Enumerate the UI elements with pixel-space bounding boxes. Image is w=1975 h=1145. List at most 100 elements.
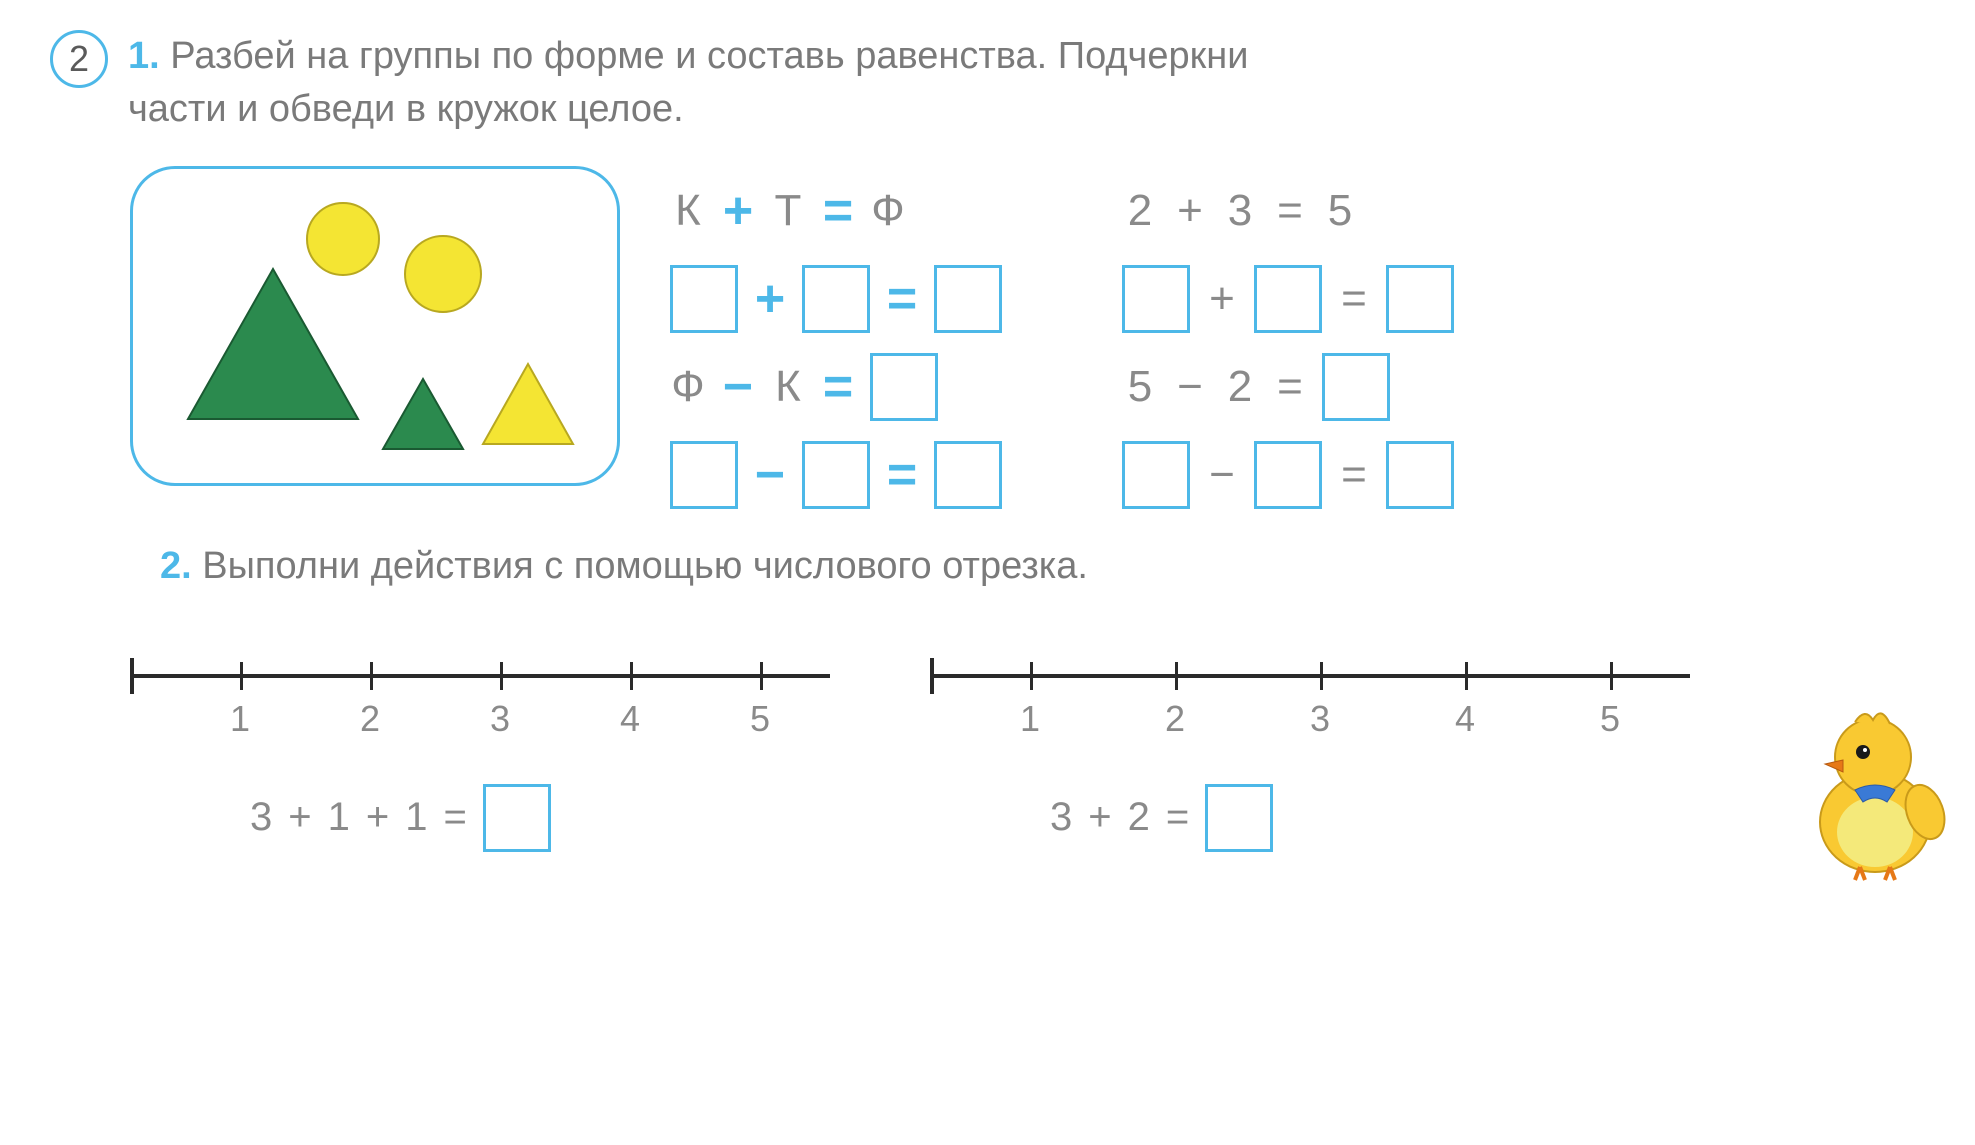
tick <box>240 662 243 690</box>
plus-sign: + <box>1204 274 1240 324</box>
tick <box>1610 662 1613 690</box>
expr-part: = <box>443 795 466 840</box>
numberline-2: 1 2 3 4 5 <box>930 654 1690 714</box>
expr-part: 1 <box>328 795 350 840</box>
task1-number: 1. <box>128 35 160 77</box>
task1-header: 2 1. Разбей на группы по форме и составь… <box>50 30 1925 136</box>
yellow-circle-2 <box>405 236 481 312</box>
tick <box>1175 662 1178 690</box>
numberline-axis <box>130 674 830 678</box>
equals-sign: = <box>1272 186 1308 236</box>
minus-icon: − <box>752 445 788 505</box>
chick-icon <box>1795 702 1955 882</box>
num-b3: 2 <box>1222 362 1258 412</box>
letter-eq-row2: + = <box>670 264 1002 334</box>
task2-instruction: 2. Выполни действия с помощью числового … <box>160 540 1925 593</box>
numberline-2-expression: 3 + 2 = <box>930 784 1273 852</box>
expr-part: = <box>1166 795 1189 840</box>
number-equations: 2 + 3 = 5 + = 5 − 2 = − <box>1122 176 1454 510</box>
num-b1: 3 <box>1222 186 1258 236</box>
blank-box[interactable] <box>483 784 551 852</box>
expr-part: 2 <box>1128 795 1150 840</box>
blank-box[interactable] <box>802 441 870 509</box>
plus-icon: + <box>752 269 788 329</box>
number-eq-row3: 5 − 2 = <box>1122 352 1454 422</box>
numberline-start-tick <box>130 658 134 694</box>
plus-icon: + <box>720 181 756 241</box>
tick-label: 2 <box>1165 698 1185 740</box>
numberline-axis <box>930 674 1690 678</box>
num-a3: 5 <box>1122 362 1158 412</box>
minus-icon: − <box>720 357 756 417</box>
task1-instruction: 1. Разбей на группы по форме и составь р… <box>128 30 1925 83</box>
equals-icon: = <box>820 357 856 417</box>
blank-box[interactable] <box>934 441 1002 509</box>
green-triangle-small <box>383 379 463 449</box>
letter-eq-row1: К + Т = Ф <box>670 176 1002 246</box>
equations-block: К + Т = Ф + = Ф − К = − <box>670 166 1454 510</box>
tick-label: 1 <box>230 698 250 740</box>
task2-header: 2. Выполни действия с помощью числового … <box>50 540 1925 593</box>
equals-icon: = <box>820 181 856 241</box>
tick-label: 3 <box>1310 698 1330 740</box>
numberline-block-2: 1 2 3 4 5 3 + 2 = <box>930 654 1690 852</box>
green-triangle-large <box>188 269 358 419</box>
blank-box[interactable] <box>1122 265 1190 333</box>
tick <box>630 662 633 690</box>
blank-box[interactable] <box>870 353 938 421</box>
equals-icon: = <box>884 269 920 329</box>
expr-part: 3 <box>1050 795 1072 840</box>
page-number-badge: 2 <box>50 30 108 88</box>
letter-a1: К <box>670 186 706 236</box>
tick <box>370 662 373 690</box>
tick-label: 5 <box>750 698 770 740</box>
tick-label: 4 <box>1455 698 1475 740</box>
blank-box[interactable] <box>1322 353 1390 421</box>
tick-label: 5 <box>1600 698 1620 740</box>
tick <box>1030 662 1033 690</box>
equals-icon: = <box>884 445 920 505</box>
num-c1: 5 <box>1322 186 1358 236</box>
tick-label: 1 <box>1020 698 1040 740</box>
minus-sign: − <box>1172 362 1208 412</box>
tick <box>500 662 503 690</box>
blank-box[interactable] <box>1386 441 1454 509</box>
minus-sign: − <box>1204 450 1240 500</box>
tick-label: 2 <box>360 698 380 740</box>
shapes-container <box>130 166 620 486</box>
blank-box[interactable] <box>802 265 870 333</box>
letter-c1: Ф <box>870 186 906 236</box>
plus-sign: + <box>1172 186 1208 236</box>
tick-label: 3 <box>490 698 510 740</box>
blank-box[interactable] <box>1254 441 1322 509</box>
blank-box[interactable] <box>934 265 1002 333</box>
num-a1: 2 <box>1122 186 1158 236</box>
equals-sign: = <box>1272 362 1308 412</box>
numberline-1-expression: 3 + 1 + 1 = <box>130 784 551 852</box>
numberline-1: 1 2 3 4 5 <box>130 654 830 714</box>
numberline-start-tick <box>930 658 934 694</box>
equals-sign: = <box>1336 274 1372 324</box>
equals-sign: = <box>1336 450 1372 500</box>
letter-equations: К + Т = Ф + = Ф − К = − <box>670 176 1002 510</box>
blank-box[interactable] <box>1254 265 1322 333</box>
page-number: 2 <box>69 38 89 80</box>
expr-part: 1 <box>405 795 427 840</box>
expr-part: 3 <box>250 795 272 840</box>
letter-b3: К <box>770 362 806 412</box>
letter-a3: Ф <box>670 362 706 412</box>
expr-part: + <box>366 795 389 840</box>
blank-box[interactable] <box>670 441 738 509</box>
yellow-triangle <box>483 364 573 444</box>
instruction-block: 1. Разбей на группы по форме и составь р… <box>128 30 1925 136</box>
task1-text-line2: части и обведи в кружок целое. <box>128 83 1925 136</box>
blank-box[interactable] <box>1386 265 1454 333</box>
task2-text: Выполни действия с помощью числового отр… <box>202 545 1088 587</box>
letter-eq-row4: − = <box>670 440 1002 510</box>
number-eq-row4: − = <box>1122 440 1454 510</box>
blank-box[interactable] <box>1205 784 1273 852</box>
blank-box[interactable] <box>670 265 738 333</box>
blank-box[interactable] <box>1122 441 1190 509</box>
tick <box>1465 662 1468 690</box>
task2-number: 2. <box>160 545 192 587</box>
